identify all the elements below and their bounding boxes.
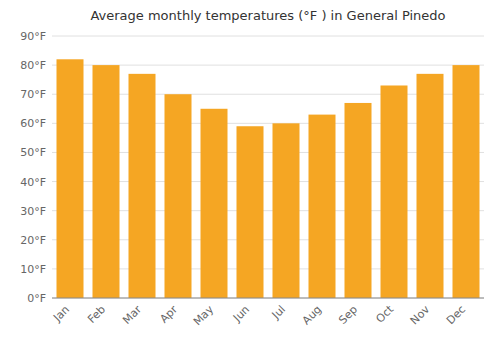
y-tick-label: 30°F	[20, 205, 46, 218]
y-tick-label: 20°F	[20, 234, 46, 247]
x-tick-label: Apr	[157, 303, 180, 326]
x-tick-label: Sep	[336, 303, 360, 327]
x-tick-label: Nov	[408, 303, 433, 328]
bar	[345, 103, 372, 298]
y-tick-label: 90°F	[20, 30, 46, 43]
y-tick-label: 80°F	[20, 59, 46, 72]
y-tick-label: 60°F	[20, 117, 46, 130]
bars	[57, 59, 480, 298]
bar	[417, 74, 444, 298]
y-tick-label: 50°F	[20, 146, 46, 159]
y-tick-label: 0°F	[27, 292, 46, 305]
x-tick-label: Mar	[120, 303, 144, 327]
x-tick-label: Feb	[85, 303, 108, 326]
chart-svg: Average monthly temperatures (°F ) in Ge…	[0, 0, 500, 350]
x-tick-label: Jan	[50, 303, 72, 325]
x-axis-line	[52, 298, 484, 299]
bar	[165, 94, 192, 298]
x-tick-label: Oct	[373, 302, 396, 325]
x-tick-label: May	[191, 303, 217, 329]
title: Average monthly temperatures (°F ) in Ge…	[90, 8, 445, 23]
grid	[52, 36, 484, 298]
grid-line	[52, 298, 484, 299]
bar	[273, 123, 300, 298]
bar	[57, 59, 84, 298]
bar	[129, 74, 156, 298]
bar	[201, 109, 228, 298]
bar	[453, 65, 480, 298]
y-tick-label: 10°F	[20, 263, 46, 276]
y-tick-label: 70°F	[20, 88, 46, 101]
bar	[93, 65, 120, 298]
grid-line	[52, 36, 484, 37]
y-tick-label: 40°F	[20, 176, 46, 189]
bar	[237, 126, 264, 298]
x-tick-label: Aug	[300, 303, 324, 327]
bar	[309, 115, 336, 298]
x-tick-label: Jun	[230, 303, 252, 325]
chart-container: Average monthly temperatures (°F ) in Ge…	[0, 0, 500, 350]
x-tick-label: Dec	[444, 303, 468, 327]
x-tick-label: Jul	[269, 303, 288, 322]
bar	[381, 85, 408, 298]
